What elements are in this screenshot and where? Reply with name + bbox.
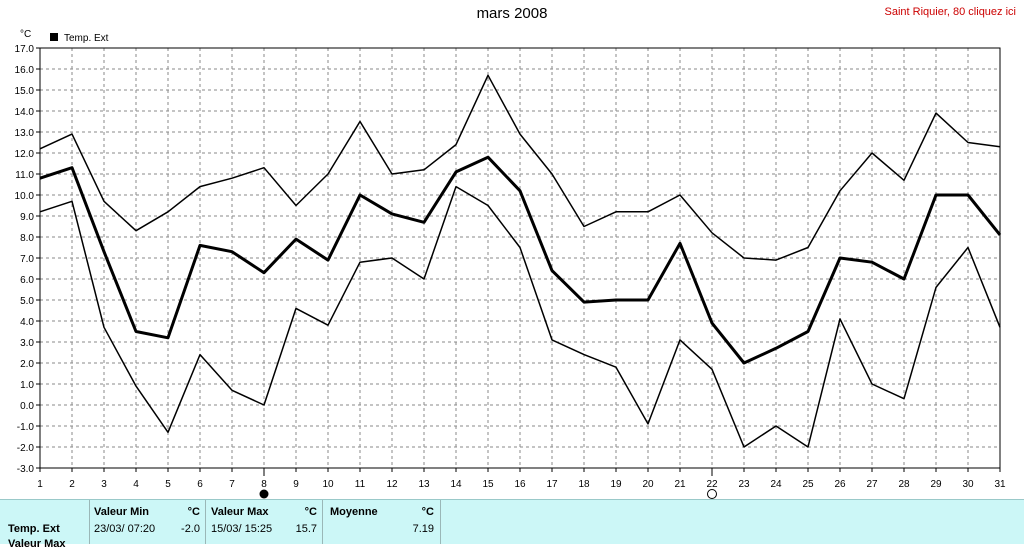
y-tick-label: 14.0 (15, 107, 35, 118)
x-tick-label: 3 (101, 479, 107, 490)
min-unit: °C (187, 506, 200, 518)
stats-label-cell: Temp. Ext Valeur Max (0, 500, 90, 550)
mean-value: 7.19 (412, 523, 434, 535)
x-tick-label: 21 (674, 479, 686, 490)
min-cell: Valeur Min °C 23/03/ 07:20 -2.0 (89, 500, 206, 544)
x-tick-label: 13 (418, 479, 430, 490)
row-label-temp-ext: Temp. Ext (8, 523, 60, 535)
max-cell: Valeur Max °C 15/03/ 15:25 15.7 (205, 500, 323, 544)
y-tick-label: 7.0 (20, 254, 34, 265)
series-line-min (39, 185, 1001, 448)
y-tick-label: -1.0 (17, 422, 35, 433)
x-tick-label: 4 (133, 479, 139, 490)
x-tick-label: 20 (642, 479, 654, 490)
min-date: 23/03/ 07:20 (94, 523, 156, 535)
legend-label: Temp. Ext (64, 33, 109, 44)
max-header: Valeur Max (211, 506, 269, 518)
x-tick-label: 28 (898, 479, 910, 490)
x-tick-label: 26 (834, 479, 846, 490)
x-tick-label: 10 (322, 479, 334, 490)
y-tick-label: 16.0 (15, 65, 35, 76)
x-tick-label: 7 (229, 479, 235, 490)
y-tick-label: 11.0 (15, 170, 34, 181)
y-tick-label: 9.0 (20, 212, 34, 223)
stats-panel: Temp. Ext Valeur Max Valeur Min °C 23/03… (0, 499, 1024, 550)
legend-swatch (50, 33, 58, 41)
y-tick-label: 2.0 (20, 359, 34, 370)
series-line-max (39, 74, 1001, 261)
new-moon-icon (707, 489, 717, 499)
x-tick-label: 1 (37, 479, 43, 490)
y-tick-label: 12.0 (15, 149, 35, 160)
y-tick-label: 10.0 (15, 191, 35, 202)
max-date: 15/03/ 15:25 (211, 523, 273, 535)
y-tick-label: 13.0 (15, 128, 35, 139)
max-unit: °C (304, 506, 317, 518)
min-value: -2.0 (181, 523, 200, 535)
y-tick-label: 15.0 (15, 86, 35, 97)
x-tick-label: 30 (962, 479, 974, 490)
y-tick-label: -2.0 (17, 443, 35, 454)
y-tick-label: 0.0 (20, 401, 34, 412)
x-tick-label: 31 (994, 479, 1006, 490)
x-tick-label: 2 (69, 479, 75, 490)
x-tick-label: 6 (197, 479, 203, 490)
y-tick-label: 17.0 (15, 44, 35, 55)
mean-header: Moyenne (330, 506, 378, 518)
y-tick-label: -3.0 (17, 464, 35, 475)
row-label-partial: Valeur Max (8, 538, 66, 550)
x-tick-label: 15 (482, 479, 494, 490)
y-tick-label: 8.0 (20, 233, 34, 244)
min-header: Valeur Min (94, 506, 150, 518)
x-tick-label: 19 (610, 479, 622, 490)
x-tick-label: 5 (165, 479, 171, 490)
x-tick-label: 9 (293, 479, 299, 490)
temperature-chart: 17.016.015.014.013.012.011.010.09.08.07.… (15, 29, 1006, 499)
plot-border (39, 47, 1001, 469)
y-tick-label: 5.0 (20, 296, 34, 307)
y-tick-label: 1.0 (20, 380, 34, 391)
x-tick-label: 25 (802, 479, 814, 490)
mean-unit: °C (421, 506, 434, 518)
x-tick-label: 16 (514, 479, 526, 490)
x-tick-label: 8 (261, 479, 267, 490)
mean-cell: Moyenne °C 7.19 (322, 500, 441, 544)
unit-label: °C (20, 29, 31, 40)
max-value: 15.7 (295, 523, 317, 535)
x-tick-label: 12 (386, 479, 398, 490)
x-tick-label: 17 (546, 479, 558, 490)
x-tick-label: 22 (706, 479, 718, 490)
x-tick-label: 14 (450, 479, 462, 490)
x-tick-label: 27 (866, 479, 878, 490)
full-moon-icon (259, 489, 269, 499)
x-tick-label: 24 (770, 479, 782, 490)
x-tick-label: 29 (930, 479, 942, 490)
chart-title: mars 2008 (476, 5, 548, 22)
y-tick-label: 6.0 (20, 275, 34, 286)
y-tick-label: 4.0 (20, 317, 34, 328)
x-tick-label: 18 (578, 479, 590, 490)
location-link[interactable]: Saint Riquier, 80 cliquez ici (884, 6, 1016, 18)
x-tick-label: 23 (738, 479, 750, 490)
series-line-mean (39, 155, 1002, 365)
x-tick-label: 11 (355, 479, 366, 490)
y-tick-label: 3.0 (20, 338, 34, 349)
